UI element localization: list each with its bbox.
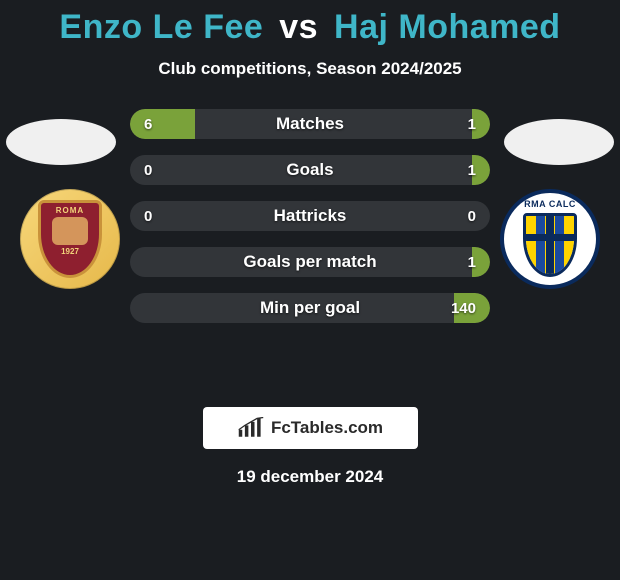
fctables-badge[interactable]: FcTables.com <box>203 407 418 449</box>
roma-shield-icon: ROMA 1927 <box>38 200 102 278</box>
stat-row: Hattricks0 0 <box>130 201 490 231</box>
parma-shield-icon <box>523 213 577 277</box>
fctables-label: FcTables.com <box>271 418 383 438</box>
stat-row: Min per goal140 <box>130 293 490 323</box>
roma-wolf-icon <box>52 217 88 245</box>
stat-label: Min per goal <box>130 293 490 323</box>
player1-name: Enzo Le Fee <box>59 8 263 46</box>
stat-label: Goals <box>130 155 490 185</box>
parma-text: RMA CALC <box>524 199 576 209</box>
stat-value-left: 0 <box>144 201 152 231</box>
parma-logo: RMA CALC <box>500 189 600 289</box>
stat-value-right: 1 <box>468 155 476 185</box>
subtitle: Club competitions, Season 2024/2025 <box>0 59 620 79</box>
player2-photo <box>504 119 614 165</box>
stat-value-right: 1 <box>468 109 476 139</box>
stat-bars: Matches61Goals01Hattricks00Goals per mat… <box>130 109 490 339</box>
stat-row: Matches6 1 <box>130 109 490 139</box>
vs-label: vs <box>273 8 324 46</box>
bar-chart-icon <box>237 417 265 439</box>
stat-label: Hattricks <box>130 201 490 231</box>
player2-team-logo: RMA CALC <box>500 189 600 289</box>
stat-label: Goals per match <box>130 247 490 277</box>
player1-team-logo: ROMA 1927 <box>20 189 120 289</box>
parma-cross-icon <box>546 216 554 274</box>
parma-cross-icon <box>526 234 574 241</box>
stat-value-left: 6 <box>144 109 152 139</box>
roma-text: ROMA <box>56 206 84 215</box>
player2-name: Haj Mohamed <box>334 8 561 46</box>
stat-row: Goals0 1 <box>130 155 490 185</box>
roma-logo: ROMA 1927 <box>20 189 120 289</box>
comparison-card: Enzo Le Fee vs Haj Mohamed Club competit… <box>0 0 620 580</box>
player1-photo <box>6 119 116 165</box>
parma-stripe <box>526 216 536 274</box>
date-label: 19 december 2024 <box>0 467 620 487</box>
main-comparison: ROMA 1927 RMA CALC <box>0 109 620 399</box>
stat-value-right: 0 <box>468 201 476 231</box>
parma-stripe <box>536 216 546 274</box>
roma-year: 1927 <box>61 247 79 256</box>
stat-row: Goals per match1 <box>130 247 490 277</box>
stat-label: Matches <box>130 109 490 139</box>
page-title: Enzo Le Fee vs Haj Mohamed <box>0 8 620 47</box>
stat-value-left: 0 <box>144 155 152 185</box>
parma-stripe <box>564 216 574 274</box>
stat-value-right: 140 <box>451 293 476 323</box>
stat-value-right: 1 <box>468 247 476 277</box>
parma-stripe <box>555 216 565 274</box>
